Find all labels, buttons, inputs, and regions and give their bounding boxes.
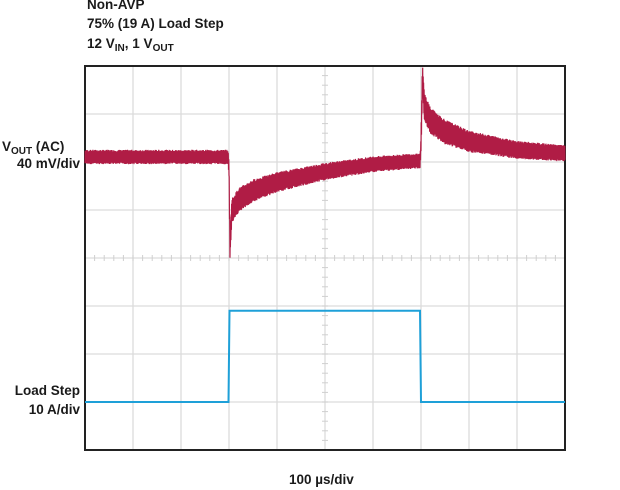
vin-sub: IN <box>114 43 125 54</box>
chart-title-line-1: Non-AVP <box>87 0 145 12</box>
chart-conditions: 12 VIN, 1 VOUT <box>87 36 174 54</box>
chart-title-line-2: 75% (19 A) Load Step <box>87 16 224 31</box>
load-step-channel-label: Load Step <box>14 383 80 398</box>
load-step-scale-label: 10 A/div <box>28 402 80 417</box>
vout-sub: OUT <box>152 43 174 54</box>
vout-channel-label: VOUT (AC) <box>2 139 64 157</box>
x-axis-label: 100 µs/div <box>289 472 354 487</box>
vout-label-sub: OUT <box>11 146 33 157</box>
vout-value: 1 V <box>132 36 153 51</box>
vin-value: 12 V <box>87 36 115 51</box>
load-step-trace <box>85 309 565 403</box>
vout-label-v: V <box>2 139 12 154</box>
plot-frame <box>84 65 566 451</box>
vout-scale-label: 40 mV/div <box>16 156 80 171</box>
vout-label-suffix: (AC) <box>32 139 65 154</box>
vout-trace <box>84 67 566 258</box>
